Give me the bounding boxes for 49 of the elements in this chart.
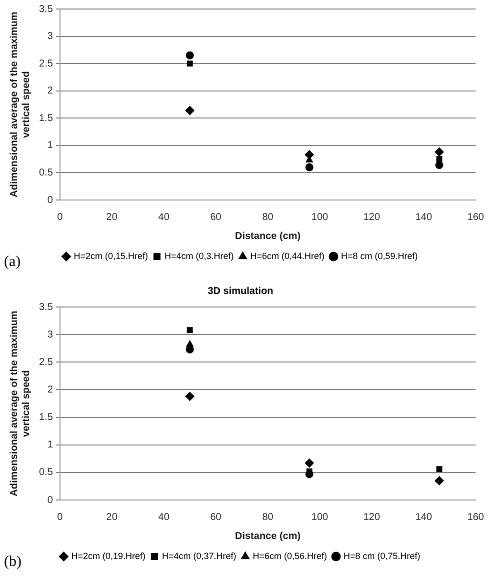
legend-label: H=4cm (0,3.Href) (164, 250, 234, 261)
x-tick-label: 100 (311, 212, 329, 223)
x-tick-label: 80 (262, 512, 274, 523)
y-tick-label: 3.5 (38, 302, 54, 313)
legend-label: H=2cm (0,15.Href) (74, 250, 148, 261)
legend-label: H=4cm (0,37.Href) (162, 550, 236, 561)
x-tick-label: 120 (363, 512, 380, 523)
x-tick-label: 0 (57, 212, 64, 223)
x-tick-label: 140 (415, 212, 432, 223)
x-tick-label: 20 (106, 212, 118, 223)
y-tick-label: 3 (47, 31, 54, 42)
legend-label: H=8 cm (0,59.Href) (341, 250, 418, 261)
x-tick-label: 160 (467, 512, 484, 523)
y-tick-label: 0.5 (38, 467, 54, 478)
y-tick-label: 1.5 (38, 112, 54, 124)
y-tick-label: 2 (47, 384, 54, 396)
x-tick-label: 60 (210, 212, 222, 223)
y-tick-label: 0.5 (38, 167, 54, 178)
y-tick-label: 2 (47, 86, 54, 97)
y-tick-label: 0 (47, 194, 54, 206)
y-tick-label: 0 (47, 494, 54, 506)
x-tick-label: 140 (415, 512, 432, 523)
text: (b) (4, 554, 22, 571)
x-tick-label: 40 (158, 212, 170, 223)
chart-title: 3D simulation (208, 286, 274, 297)
x-tick-label: 60 (210, 512, 222, 523)
x-axis-title: Distance (cm) (234, 230, 301, 242)
x-tick-label: 0 (57, 512, 64, 523)
legend-label: H=2cm (0,19.Href) (71, 550, 146, 561)
y-axis-title: Adimensional average of the maximum vertical speed (8, 310, 32, 496)
y-tick-label: 2.5 (38, 58, 54, 70)
y-tick-label: 3 (47, 329, 54, 340)
legend-label: H=6cm (0,44.Href) (250, 250, 325, 261)
y-tick-label: 1.5 (38, 412, 54, 424)
legend-label: H=8 cm (0,75.Href) (344, 550, 420, 561)
text: (a) (4, 254, 21, 271)
y-tick-label: 1 (47, 140, 54, 152)
x-tick-label: 100 (311, 512, 329, 523)
x-tick-label: 40 (158, 512, 170, 523)
y-tick-label: 2.5 (38, 356, 54, 368)
x-tick-label: 160 (467, 212, 484, 223)
x-axis-title: Distance (cm) (234, 530, 301, 542)
y-axis-title: Adimensional average of the maximum vertical speed (8, 12, 32, 198)
x-tick-label: 120 (363, 212, 380, 223)
legend-label: H=6cm (0,56.Href) (252, 550, 328, 561)
x-tick-label: 80 (262, 212, 274, 223)
y-tick-label: 3.5 (38, 4, 54, 15)
y-tick-label: 1 (47, 440, 54, 451)
x-tick-label: 20 (106, 512, 118, 523)
